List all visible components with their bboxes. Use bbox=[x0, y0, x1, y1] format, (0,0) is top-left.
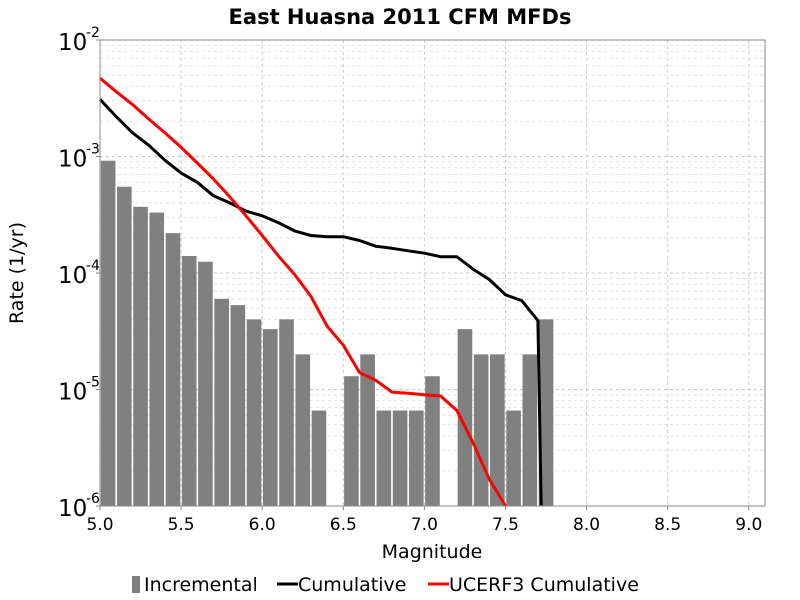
incremental-bar bbox=[230, 305, 246, 506]
incremental-bar bbox=[344, 376, 359, 506]
x-tick-label: 7.0 bbox=[411, 515, 438, 535]
incremental-bar bbox=[149, 212, 165, 506]
chart-title: East Huasna 2011 CFM MFDs bbox=[229, 5, 572, 29]
y-tick-label-exponent: -5 bbox=[86, 375, 100, 391]
incremental-bar bbox=[117, 186, 132, 506]
legend: Incremental Cumulative UCERF3 Cumulative bbox=[132, 574, 639, 596]
x-tick-label: 8.5 bbox=[654, 515, 681, 535]
incremental-bar bbox=[490, 354, 505, 506]
incremental-bar bbox=[133, 206, 148, 506]
x-axis-ticks: 5.0 5.5 6.0 6.5 7.0 7.5 8.0 8.5 9.0 bbox=[86, 506, 762, 535]
incremental-bar bbox=[522, 354, 538, 506]
x-tick-label: 7.5 bbox=[492, 515, 519, 535]
incremental-bar bbox=[506, 410, 521, 506]
legend-label-ucerf3: UCERF3 Cumulative bbox=[449, 574, 639, 596]
incremental-bar bbox=[214, 298, 229, 506]
incremental-bar bbox=[457, 329, 473, 506]
y-axis-label: Rate (1/yr) bbox=[6, 222, 28, 324]
y-tick-label-exponent: -4 bbox=[86, 258, 100, 274]
y-tick-label-exponent: -6 bbox=[86, 491, 100, 507]
incremental-bar bbox=[376, 410, 392, 506]
incremental-bar bbox=[295, 354, 311, 506]
y-tick-label-base: 10 bbox=[58, 380, 87, 406]
cumulative-lines bbox=[98, 77, 543, 507]
x-tick-label: 8.0 bbox=[573, 515, 600, 535]
incremental-bars bbox=[100, 160, 554, 506]
incremental-bar bbox=[360, 354, 375, 506]
incremental-bar bbox=[181, 255, 197, 506]
incremental-bar bbox=[262, 329, 278, 506]
incremental-bar bbox=[311, 410, 327, 506]
x-tick-label: 5.0 bbox=[86, 515, 113, 535]
y-tick-label-base: 10 bbox=[58, 30, 87, 56]
incremental-bar bbox=[279, 319, 294, 506]
y-tick-label-exponent: -2 bbox=[86, 25, 100, 41]
y-tick-label-base: 10 bbox=[58, 147, 87, 173]
incremental-bar bbox=[100, 160, 116, 506]
incremental-bar bbox=[198, 261, 213, 506]
incremental-bar bbox=[538, 319, 554, 506]
x-tick-label: 5.5 bbox=[168, 515, 195, 535]
incremental-bar bbox=[392, 410, 408, 506]
x-tick-label: 9.0 bbox=[735, 515, 762, 535]
y-axis-ticks: 10-210-310-410-510-6 bbox=[58, 25, 100, 522]
y-tick-label-exponent: -3 bbox=[86, 142, 100, 158]
y-tick-label-base: 10 bbox=[58, 263, 87, 289]
incremental-bar bbox=[246, 319, 262, 506]
incremental-bar bbox=[408, 410, 424, 506]
x-tick-label: 6.5 bbox=[330, 515, 357, 535]
x-axis-label: Magnitude bbox=[382, 541, 483, 563]
ucerf3-cumulative-line bbox=[99, 77, 507, 507]
incremental-bar bbox=[165, 233, 181, 506]
x-tick-label: 6.0 bbox=[249, 515, 276, 535]
legend-label-cumulative: Cumulative bbox=[298, 574, 406, 596]
incremental-bar bbox=[473, 354, 489, 506]
legend-swatch-incremental bbox=[132, 576, 140, 593]
cumulative-line bbox=[98, 98, 543, 507]
y-tick-label-base: 10 bbox=[58, 496, 87, 522]
legend-label-incremental: Incremental bbox=[144, 574, 258, 596]
incremental-bar bbox=[425, 376, 440, 506]
